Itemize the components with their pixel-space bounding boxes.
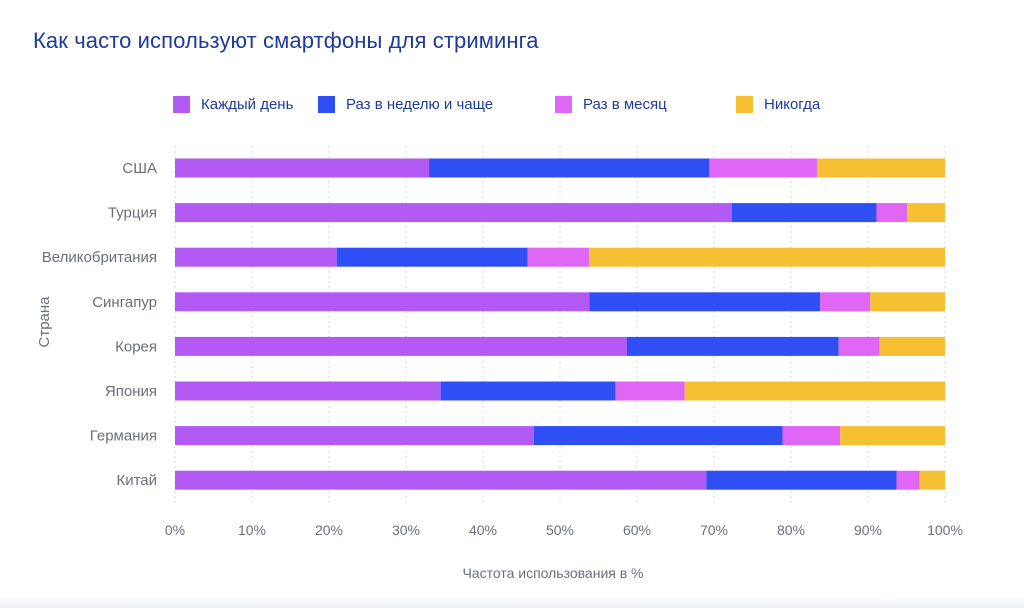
category-label: Китай: [116, 472, 157, 489]
bar-segment: [817, 158, 945, 178]
category-label: США: [122, 160, 157, 177]
bar-segment: [879, 336, 945, 356]
legend: Каждый день Раз в неделю и чаще Раз в ме…: [0, 0, 1024, 130]
bar-segment: [820, 292, 871, 312]
bar-segment: [175, 203, 732, 223]
legend-label: Раз в неделю и чаще: [346, 96, 494, 113]
category-label: Корея: [115, 338, 157, 355]
x-tick-label: 20%: [315, 522, 343, 538]
x-axis-title: Частота использования в %: [462, 565, 643, 581]
bar-segment: [615, 381, 685, 401]
bar-segment: [175, 470, 707, 490]
category-label: Япония: [105, 383, 157, 400]
legend-label: Никогда: [764, 96, 821, 113]
x-tick-label: 60%: [623, 522, 651, 538]
chart-title: Как часто используют смартфоны для стрим…: [33, 28, 539, 53]
legend-swatch: [318, 96, 335, 113]
bar-segment: [429, 158, 710, 178]
legend-item-never: Никогда: [736, 96, 820, 113]
bar-segment: [175, 292, 590, 312]
x-tick-label: 80%: [777, 522, 805, 538]
legend-swatch: [173, 96, 190, 113]
x-tick-label: 50%: [546, 522, 574, 538]
bar-segment: [838, 336, 880, 356]
x-tick-label: 30%: [392, 522, 420, 538]
x-tick-label: 70%: [700, 522, 728, 538]
x-tick-label: 100%: [927, 522, 963, 538]
bar-segment: [709, 158, 818, 178]
bar-segment: [175, 158, 430, 178]
x-tick-label: 40%: [469, 522, 497, 538]
bar-segment: [533, 426, 783, 446]
legend-item-weekly: Раз в неделю и чаще: [318, 96, 493, 113]
bottom-edge-shadow: [0, 598, 1024, 608]
bar-segment: [175, 426, 534, 446]
bar-segment: [840, 426, 945, 446]
category-label: Турция: [108, 205, 157, 222]
bar-segment: [336, 247, 528, 267]
bar-segment: [684, 381, 945, 401]
bar-segment: [731, 203, 877, 223]
bar-segment: [876, 203, 908, 223]
legend-swatch: [736, 96, 753, 113]
legend-label: Раз в месяц: [583, 96, 667, 113]
bar-segment: [527, 247, 590, 267]
legend-item-monthly: Раз в месяц: [555, 96, 667, 113]
category-label: Германия: [90, 428, 157, 445]
x-tick-label: 10%: [238, 522, 266, 538]
category-label: Сингапур: [92, 294, 157, 311]
legend-item-daily: Каждый день: [173, 96, 293, 113]
bar-segment: [626, 336, 839, 356]
legend-label: Каждый день: [201, 96, 294, 113]
bar-segment: [919, 470, 945, 490]
x-tick-label: 0%: [165, 522, 185, 538]
bar-segment: [589, 247, 945, 267]
y-axis-title: Страна: [36, 296, 53, 348]
bar-segment: [440, 381, 616, 401]
bar-segment: [782, 426, 841, 446]
bar-segment: [589, 292, 821, 312]
bar-segment: [896, 470, 920, 490]
bar-segment: [175, 381, 441, 401]
bar-segment: [175, 336, 627, 356]
x-tick-label: 90%: [854, 522, 882, 538]
bar-segment: [907, 203, 945, 223]
bar-segment: [175, 247, 337, 267]
category-label: Великобритания: [42, 249, 157, 266]
bar-segment: [706, 470, 897, 490]
bar-segment: [870, 292, 945, 312]
legend-swatch: [555, 96, 572, 113]
